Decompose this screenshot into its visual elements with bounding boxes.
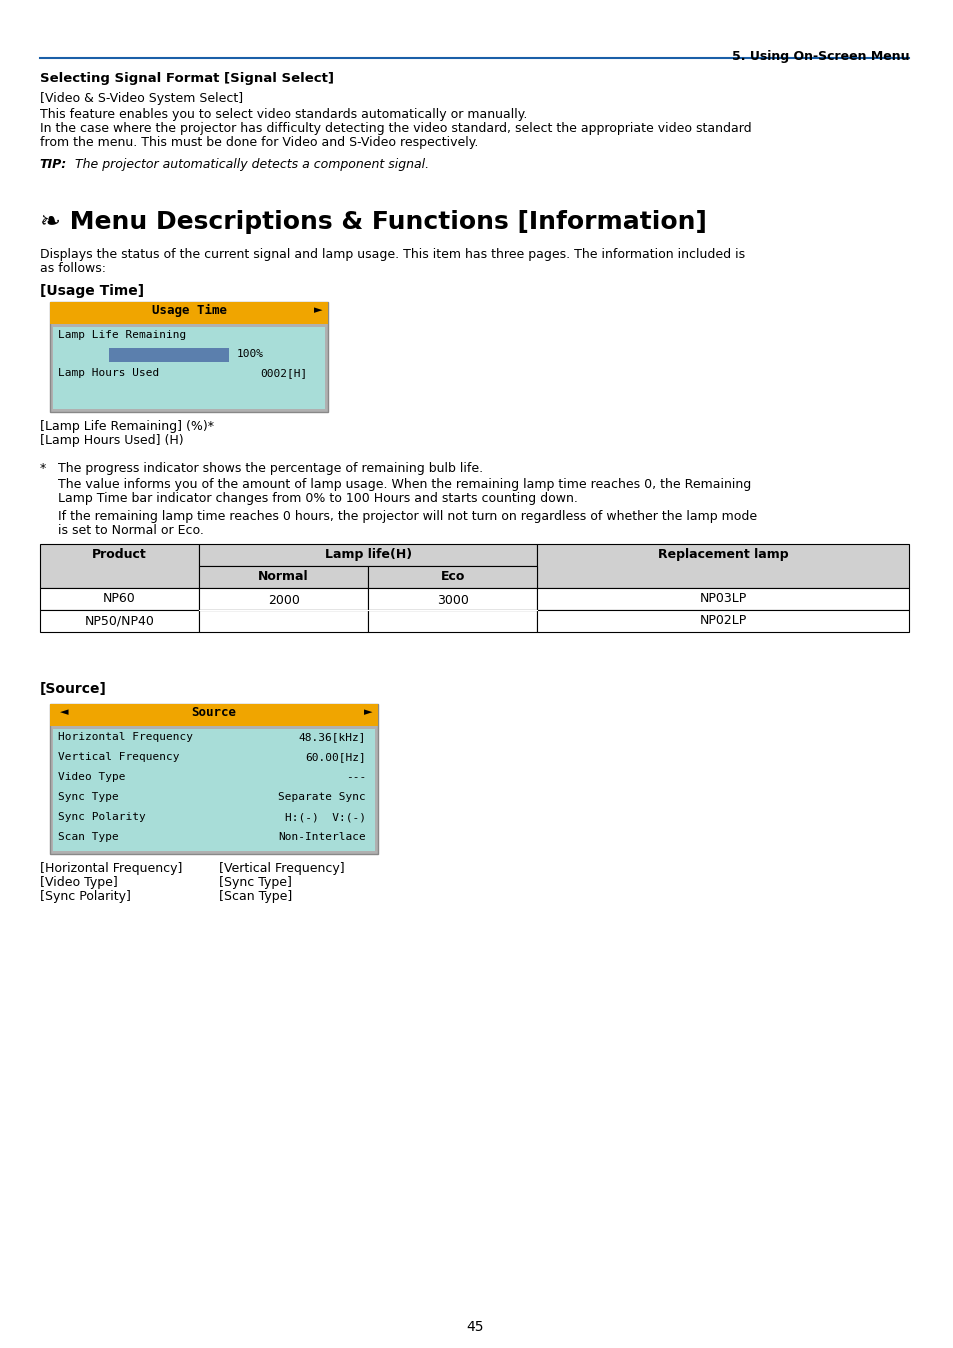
Text: Lamp Time bar indicator changes from 0% to 100 Hours and starts counting down.: Lamp Time bar indicator changes from 0% … — [57, 492, 577, 506]
Text: from the menu. This must be done for Video and S-Video respectively.: from the menu. This must be done for Vid… — [40, 136, 477, 150]
Text: Usage Time: Usage Time — [152, 305, 226, 317]
Text: Product: Product — [91, 549, 147, 561]
Text: ►: ► — [364, 706, 373, 717]
FancyBboxPatch shape — [50, 302, 328, 324]
FancyBboxPatch shape — [40, 545, 199, 588]
Text: Scan Type: Scan Type — [57, 832, 118, 842]
FancyBboxPatch shape — [537, 588, 908, 611]
FancyBboxPatch shape — [199, 566, 368, 588]
Text: [Lamp Life Remaining] (%)*: [Lamp Life Remaining] (%)* — [40, 421, 213, 433]
Text: 2000: 2000 — [268, 594, 299, 608]
FancyBboxPatch shape — [368, 566, 537, 588]
Text: In the case where the projector has difficulty detecting the video standard, sel: In the case where the projector has diff… — [40, 123, 751, 135]
Text: 0002[H]: 0002[H] — [259, 368, 307, 377]
Text: 48.36[kHz]: 48.36[kHz] — [298, 732, 366, 741]
FancyBboxPatch shape — [52, 328, 325, 408]
FancyBboxPatch shape — [199, 545, 537, 566]
Text: H:(-)  V:(-): H:(-) V:(-) — [285, 811, 366, 822]
Text: Lamp Hours Used: Lamp Hours Used — [57, 368, 159, 377]
Text: Selecting Signal Format [Signal Select]: Selecting Signal Format [Signal Select] — [40, 71, 334, 85]
Text: [Video Type]: [Video Type] — [40, 876, 117, 888]
Text: [Sync Type]: [Sync Type] — [218, 876, 292, 888]
FancyBboxPatch shape — [40, 588, 199, 611]
Text: 5. Using On-Screen Menu: 5. Using On-Screen Menu — [731, 50, 908, 63]
Text: [Sync Polarity]: [Sync Polarity] — [40, 890, 131, 903]
Text: Vertical Frequency: Vertical Frequency — [57, 752, 179, 762]
FancyBboxPatch shape — [50, 704, 377, 855]
FancyBboxPatch shape — [368, 611, 537, 632]
Text: 100%: 100% — [236, 349, 264, 359]
Text: Non-Interlace: Non-Interlace — [278, 832, 366, 842]
Text: 45: 45 — [465, 1320, 483, 1335]
FancyBboxPatch shape — [40, 611, 199, 632]
Text: Separate Sync: Separate Sync — [278, 793, 366, 802]
Text: The value informs you of the amount of lamp usage. When the remaining lamp time : The value informs you of the amount of l… — [57, 479, 750, 491]
Text: [Source]: [Source] — [40, 682, 107, 696]
Text: The projector automatically detects a component signal.: The projector automatically detects a co… — [74, 158, 428, 171]
FancyBboxPatch shape — [50, 704, 377, 727]
Text: [Horizontal Frequency]: [Horizontal Frequency] — [40, 861, 182, 875]
Text: is set to Normal or Eco.: is set to Normal or Eco. — [57, 524, 203, 537]
Text: ---: --- — [346, 772, 366, 782]
Text: Displays the status of the current signal and lamp usage. This item has three pa: Displays the status of the current signa… — [40, 248, 744, 262]
Text: Eco: Eco — [440, 570, 464, 582]
Text: [Scan Type]: [Scan Type] — [218, 890, 292, 903]
Text: NP50/NP40: NP50/NP40 — [85, 613, 154, 627]
FancyBboxPatch shape — [52, 729, 375, 851]
Text: ❧ Menu Descriptions & Functions [Information]: ❧ Menu Descriptions & Functions [Informa… — [40, 210, 706, 235]
Text: The progress indicator shows the percentage of remaining bulb life.: The progress indicator shows the percent… — [57, 462, 482, 474]
Text: [Usage Time]: [Usage Time] — [40, 284, 144, 298]
Text: This feature enables you to select video standards automatically or manually.: This feature enables you to select video… — [40, 108, 527, 121]
Text: If the remaining lamp time reaches 0 hours, the projector will not turn on regar: If the remaining lamp time reaches 0 hou… — [57, 510, 756, 523]
Text: as follows:: as follows: — [40, 262, 106, 275]
Text: Sync Polarity: Sync Polarity — [57, 811, 145, 822]
FancyBboxPatch shape — [537, 545, 908, 588]
Text: NP60: NP60 — [103, 592, 135, 605]
Text: ◄: ◄ — [60, 706, 68, 717]
Text: Sync Type: Sync Type — [57, 793, 118, 802]
Text: TIP:: TIP: — [40, 158, 67, 171]
FancyBboxPatch shape — [110, 348, 229, 363]
Text: Source: Source — [192, 706, 236, 718]
Text: Lamp life(H): Lamp life(H) — [324, 549, 412, 561]
Text: Video Type: Video Type — [57, 772, 125, 782]
Text: NP03LP: NP03LP — [700, 592, 746, 605]
Text: [Video & S-Video System Select]: [Video & S-Video System Select] — [40, 92, 243, 105]
Text: Normal: Normal — [258, 570, 309, 582]
Text: Lamp Life Remaining: Lamp Life Remaining — [57, 330, 186, 340]
Text: ►: ► — [314, 305, 323, 315]
Text: 60.00[Hz]: 60.00[Hz] — [305, 752, 366, 762]
Text: Horizontal Frequency: Horizontal Frequency — [57, 732, 193, 741]
FancyBboxPatch shape — [199, 611, 368, 632]
Text: *: * — [40, 462, 46, 474]
FancyBboxPatch shape — [50, 302, 328, 412]
FancyBboxPatch shape — [199, 588, 368, 611]
Text: 3000: 3000 — [436, 594, 468, 608]
FancyBboxPatch shape — [368, 588, 537, 611]
Text: NP02LP: NP02LP — [700, 613, 746, 627]
FancyBboxPatch shape — [537, 611, 908, 632]
Text: [Lamp Hours Used] (H): [Lamp Hours Used] (H) — [40, 434, 183, 448]
Text: [Vertical Frequency]: [Vertical Frequency] — [218, 861, 344, 875]
Text: Replacement lamp: Replacement lamp — [658, 549, 788, 561]
